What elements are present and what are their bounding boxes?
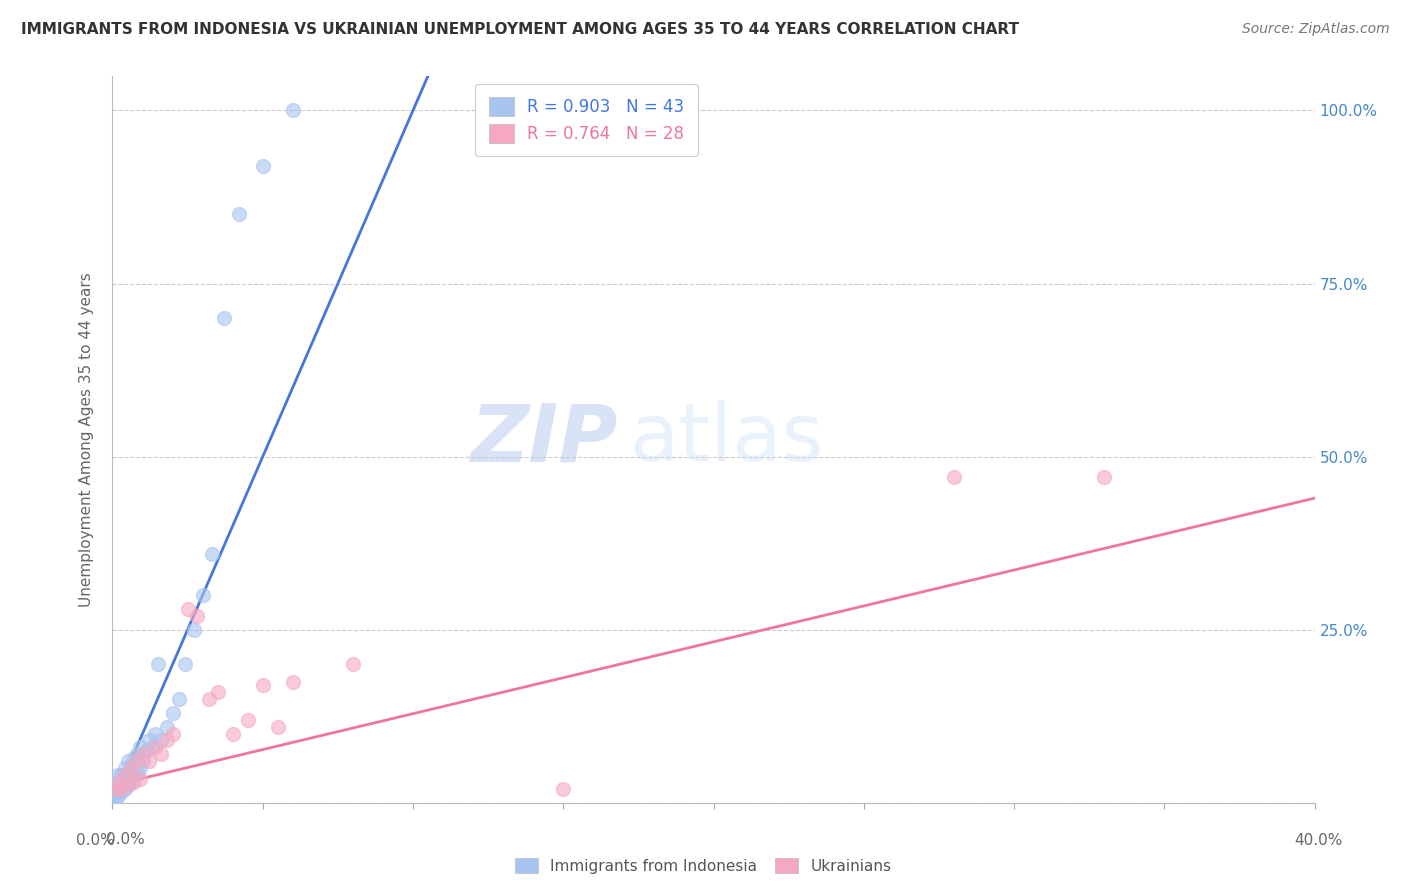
Point — [131, 747, 153, 762]
Point — [104, 789, 127, 803]
Point — [135, 744, 157, 758]
Point — [222, 726, 245, 740]
Point — [125, 754, 148, 768]
Point — [173, 657, 195, 672]
Point — [125, 747, 148, 762]
Point — [107, 775, 129, 789]
Point — [138, 733, 160, 747]
Point — [110, 779, 132, 793]
Point — [141, 740, 163, 755]
Point — [120, 757, 142, 772]
Point — [122, 775, 145, 789]
Point — [104, 785, 127, 799]
Point — [104, 792, 127, 806]
Point — [162, 706, 184, 720]
Point — [342, 657, 364, 672]
Point — [107, 789, 129, 803]
Point — [183, 623, 205, 637]
Legend: R = 0.903   N = 43, R = 0.764   N = 28: R = 0.903 N = 43, R = 0.764 N = 28 — [475, 84, 697, 156]
Point — [167, 692, 190, 706]
Point — [155, 720, 177, 734]
Point — [104, 781, 127, 796]
Point — [281, 674, 304, 689]
Point — [122, 768, 145, 782]
Point — [155, 733, 177, 747]
Point — [228, 207, 250, 221]
Point — [943, 470, 966, 484]
Point — [1092, 470, 1115, 484]
Point — [117, 768, 139, 782]
Point — [138, 754, 160, 768]
Point — [114, 761, 136, 775]
Text: Source: ZipAtlas.com: Source: ZipAtlas.com — [1241, 22, 1389, 37]
Point — [207, 685, 229, 699]
Point — [176, 602, 198, 616]
Point — [236, 713, 259, 727]
Point — [120, 761, 142, 775]
Point — [117, 779, 139, 793]
Point — [281, 103, 304, 118]
Point — [120, 775, 142, 789]
Text: 0.0%: 0.0% — [107, 832, 145, 847]
Point — [252, 159, 274, 173]
Point — [186, 608, 208, 623]
Point — [107, 775, 129, 789]
Point — [110, 785, 132, 799]
Point — [122, 751, 145, 765]
Point — [131, 754, 153, 768]
Point — [128, 761, 150, 775]
Point — [107, 768, 129, 782]
Point — [553, 781, 575, 796]
Text: ZIP: ZIP — [470, 401, 617, 478]
Y-axis label: Unemployment Among Ages 35 to 44 years: Unemployment Among Ages 35 to 44 years — [79, 272, 94, 607]
Point — [104, 781, 127, 796]
Point — [212, 311, 235, 326]
Point — [128, 772, 150, 786]
Point — [110, 768, 132, 782]
Point — [191, 588, 214, 602]
Point — [114, 772, 136, 786]
Text: 40.0%: 40.0% — [1295, 833, 1343, 847]
Point — [128, 740, 150, 755]
Text: IMMIGRANTS FROM INDONESIA VS UKRAINIAN UNEMPLOYMENT AMONG AGES 35 TO 44 YEARS CO: IMMIGRANTS FROM INDONESIA VS UKRAINIAN U… — [21, 22, 1019, 37]
Point — [114, 768, 136, 782]
Point — [267, 720, 290, 734]
Point — [117, 779, 139, 793]
Point — [146, 657, 169, 672]
Point — [114, 781, 136, 796]
Text: atlas: atlas — [630, 401, 824, 478]
Point — [107, 781, 129, 796]
Point — [201, 547, 224, 561]
Point — [125, 764, 148, 779]
Point — [117, 754, 139, 768]
Point — [143, 740, 166, 755]
Point — [162, 726, 184, 740]
Point — [110, 781, 132, 796]
Legend: Immigrants from Indonesia, Ukrainians: Immigrants from Indonesia, Ukrainians — [509, 852, 897, 880]
Text: 0.0%: 0.0% — [76, 833, 115, 847]
Point — [197, 692, 219, 706]
Point — [149, 733, 172, 747]
Point — [149, 747, 172, 762]
Point — [143, 726, 166, 740]
Point — [252, 678, 274, 692]
